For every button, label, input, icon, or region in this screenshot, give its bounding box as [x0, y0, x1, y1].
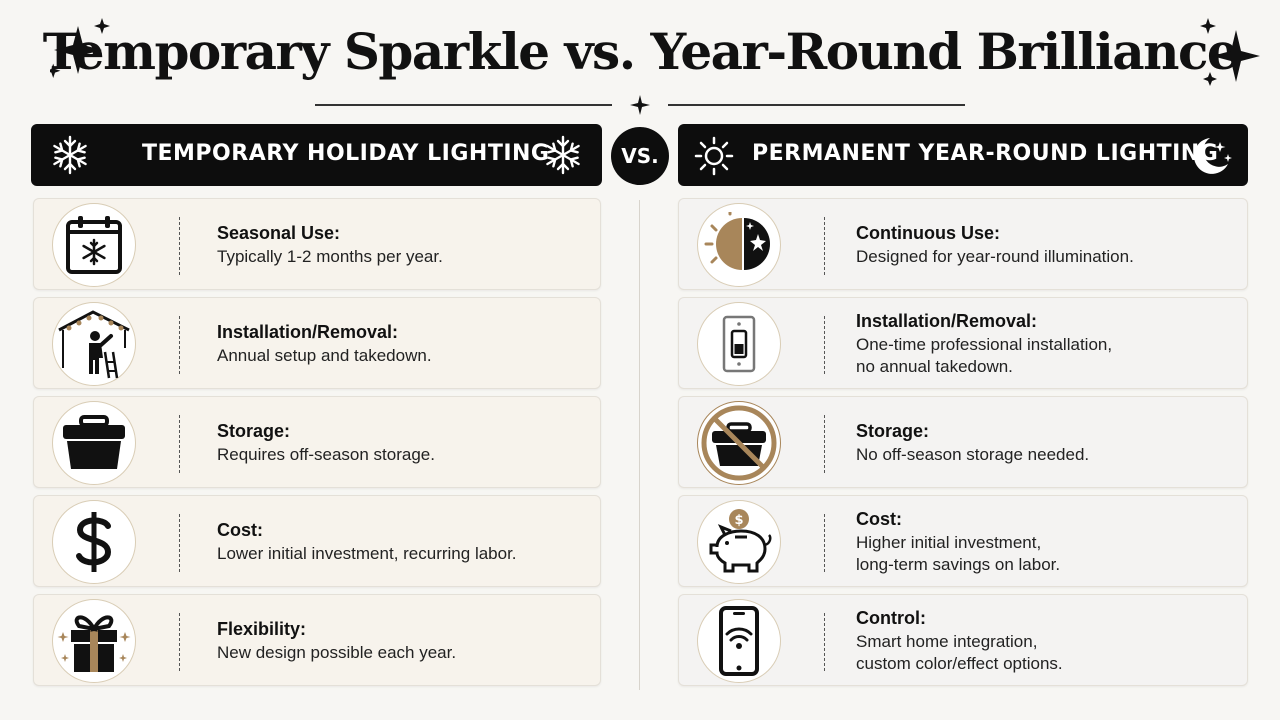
comparison-card: $ Cost: Higher initial investment, long-… [678, 495, 1248, 587]
icon-badge: $ [697, 500, 781, 584]
title-divider-left [315, 104, 612, 106]
permanent-lighting-header: PERMANENT YEAR-ROUND LIGHTING [678, 124, 1248, 186]
dollar-icon [76, 512, 112, 572]
icon-badge [52, 302, 136, 386]
card-description: No off-season storage needed. [856, 445, 1090, 464]
comparison-card: Storage: Requires off-season storage. [33, 396, 601, 488]
piggy-bank-icon: $ [709, 509, 772, 573]
icon-badge [52, 599, 136, 683]
icon-badge [52, 500, 136, 584]
header-label: PERMANENT YEAR-ROUND LIGHTING [752, 141, 1219, 166]
card-description: Requires off-season storage. [217, 445, 435, 464]
comparison-card: Control: Smart home integration, custom … [678, 594, 1248, 686]
storage-bin-icon [63, 415, 125, 469]
card-title: Cost: [856, 509, 902, 529]
card-description: Smart home integration, custom color/eff… [856, 632, 1063, 673]
dashed-divider [824, 217, 825, 275]
temporary-lighting-header: TEMPORARY HOLIDAY LIGHTING [31, 124, 602, 186]
icon-badge [697, 599, 781, 683]
vs-badge: VS. [611, 127, 669, 185]
card-description: New design possible each year. [217, 643, 457, 662]
header-label: TEMPORARY HOLIDAY LIGHTING [142, 141, 550, 166]
person-ladder-icon [58, 310, 130, 379]
icon-badge [52, 203, 136, 287]
comparison-card: Seasonal Use: Typically 1-2 months per y… [33, 198, 601, 290]
card-description: Higher initial investment, long-term sav… [856, 533, 1061, 574]
comparison-card: Continuous Use: Designed for year-round … [678, 198, 1248, 290]
calendar-snowflake-icon [66, 216, 122, 274]
no-storage-icon [701, 405, 777, 481]
card-title: Installation/Removal: [856, 311, 1038, 331]
comparison-card: Flexibility: New design possible each ye… [33, 594, 601, 686]
icon-badge [697, 302, 781, 386]
card-title: Installation/Removal: [217, 322, 399, 342]
light-switch-icon [722, 315, 756, 373]
center-divider [639, 200, 640, 690]
dashed-divider [179, 415, 180, 473]
comparison-card: Installation/Removal: One-time professio… [678, 297, 1248, 389]
icon-badge [52, 401, 136, 485]
sun-icon [694, 136, 734, 176]
dashed-divider [179, 613, 180, 671]
moon-stars-icon [1193, 138, 1232, 174]
card-title: Storage: [856, 421, 930, 441]
comparison-card: Installation/Removal: Annual setup and t… [33, 297, 601, 389]
sparkle-icon [1200, 18, 1260, 86]
dashed-divider [824, 514, 825, 572]
smartphone-wifi-icon [719, 606, 759, 676]
snowflake-icon [546, 135, 580, 175]
dashed-divider [179, 514, 180, 572]
page-title: Temporary Sparkle vs. Year-Round Brillia… [42, 22, 1239, 81]
card-title: Continuous Use: [856, 223, 1000, 243]
card-title: Control: [856, 608, 926, 628]
icon-badge [697, 203, 781, 287]
card-description: Lower initial investment, recurring labo… [217, 544, 517, 563]
sparkle-icon [50, 18, 110, 79]
card-title: Flexibility: [217, 619, 307, 639]
comparison-card: Storage: No off-season storage needed. [678, 396, 1248, 488]
title-divider-right [668, 104, 965, 106]
sparkle-icon [630, 95, 650, 115]
dashed-divider [824, 613, 825, 671]
dashed-divider [824, 415, 825, 473]
card-description: Typically 1-2 months per year. [217, 247, 443, 266]
card-description: Designed for year-round illumination. [856, 247, 1134, 266]
dashed-divider [824, 316, 825, 374]
svg-text:$: $ [734, 513, 743, 528]
card-description: Annual setup and takedown. [217, 346, 432, 365]
dashed-divider [179, 316, 180, 374]
snowflake-icon [53, 135, 87, 175]
gift-box-icon [57, 615, 131, 672]
card-title: Storage: [217, 421, 291, 441]
sun-moon-icon [704, 212, 770, 270]
card-title: Seasonal Use: [217, 223, 341, 243]
icon-badge [697, 401, 781, 485]
card-description: One-time professional installation, no a… [856, 335, 1113, 376]
card-title: Cost: [217, 520, 263, 540]
dashed-divider [179, 217, 180, 275]
comparison-card: Cost: Lower initial investment, recurrin… [33, 495, 601, 587]
